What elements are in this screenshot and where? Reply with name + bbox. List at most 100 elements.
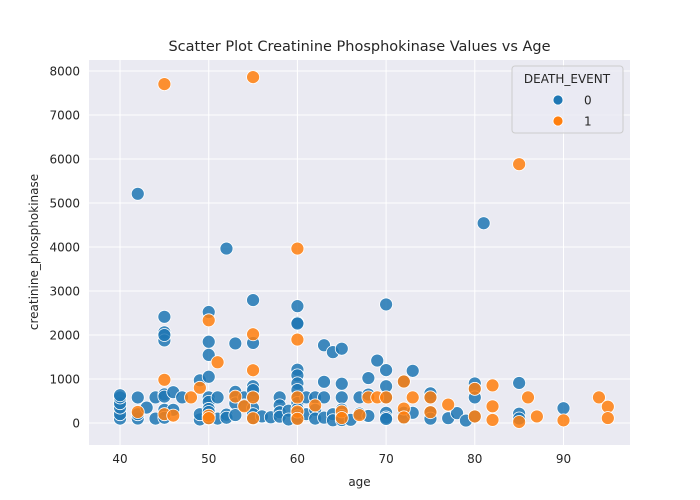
legend-title: DEATH_EVENT [524, 72, 611, 86]
y-tick-label: 0 [72, 417, 80, 431]
x-axis-label: age [348, 475, 370, 489]
chart-title: Scatter Plot Creatinine Phosphokinase Va… [168, 39, 550, 55]
data-point-0 [130, 186, 145, 201]
data-point-1 [405, 390, 420, 405]
data-point-0 [476, 216, 491, 231]
y-axis-label: creatinine_phosphokinase [27, 174, 41, 330]
x-tick-label: 70 [378, 452, 393, 466]
data-point-0 [556, 401, 571, 416]
data-point-1 [592, 390, 606, 405]
data-point-0 [450, 406, 464, 421]
x-tick-label: 80 [467, 452, 482, 466]
data-point-1 [246, 327, 260, 342]
data-point-1 [512, 415, 527, 429]
data-point-1 [423, 405, 438, 420]
y-tick-label: 8000 [49, 65, 80, 79]
y-tick-label: 4000 [49, 241, 80, 255]
legend-label-1: 1 [584, 115, 592, 129]
data-point-0 [334, 341, 349, 356]
data-point-0 [201, 347, 216, 362]
y-tick-label: 7000 [49, 109, 80, 123]
data-point-0 [379, 412, 394, 426]
data-point-0 [361, 371, 376, 385]
x-tick-label: 60 [290, 452, 305, 466]
legend-box [511, 65, 624, 134]
y-tick-label: 6000 [49, 153, 80, 167]
x-tick-label: 40 [112, 452, 127, 466]
y-tick-label: 1000 [49, 373, 80, 387]
data-point-0 [379, 297, 394, 312]
data-point-1 [379, 390, 394, 405]
data-point-1 [290, 390, 305, 405]
data-point-0 [370, 353, 385, 368]
data-point-1 [308, 398, 323, 413]
data-point-1 [485, 378, 500, 393]
data-point-1 [166, 408, 181, 423]
data-point-1 [201, 313, 216, 328]
data-point-1 [290, 241, 305, 256]
data-point-1 [352, 408, 367, 422]
legend-marker-0 [552, 94, 564, 106]
data-point-1 [334, 411, 349, 425]
data-point-1 [237, 399, 252, 414]
data-point-0 [228, 408, 243, 422]
data-point-1 [529, 409, 544, 424]
data-point-1 [467, 381, 482, 396]
data-point-1 [192, 380, 207, 395]
y-tick-labels: 0 1000 2000 3000 4000 5000 6000 7000 8000 [49, 65, 80, 431]
data-point-1 [228, 389, 243, 404]
legend-label-0: 0 [584, 94, 592, 108]
data-point-1 [441, 397, 456, 412]
x-tick-label: 50 [201, 452, 216, 466]
data-point-0 [405, 363, 420, 378]
data-point-0 [334, 376, 349, 391]
data-point-1 [467, 409, 482, 424]
data-point-1 [396, 374, 411, 389]
data-point-0 [157, 328, 172, 342]
y-tick-label: 2000 [49, 329, 80, 343]
data-point-0 [201, 369, 216, 384]
data-point-0 [334, 390, 349, 405]
data-point-0 [130, 390, 145, 405]
data-point-1 [556, 413, 571, 428]
data-point-1 [246, 70, 260, 85]
x-tick-label: 90 [556, 452, 571, 466]
legend: DEATH_EVENT 0 1 [511, 65, 624, 134]
data-point-0 [246, 293, 260, 307]
y-tick-label: 3000 [49, 285, 80, 299]
data-point-1 [210, 355, 225, 370]
data-point-0 [290, 316, 305, 331]
data-point-1 [290, 332, 305, 347]
data-point-0 [210, 390, 225, 405]
data-point-1 [600, 411, 615, 425]
data-point-1 [521, 390, 535, 405]
x-tick-labels: 40 50 60 70 80 90 [112, 452, 571, 466]
y-tick-label: 5000 [49, 197, 80, 211]
data-point-0 [228, 336, 243, 351]
data-point-0 [317, 390, 331, 405]
data-point-0 [317, 374, 331, 389]
data-point-1 [396, 410, 411, 425]
data-point-1 [246, 411, 260, 426]
data-point-1 [246, 363, 260, 378]
data-point-1 [485, 399, 500, 414]
data-point-1 [290, 411, 305, 426]
data-point-1 [485, 413, 500, 427]
points-layer [113, 70, 615, 429]
data-point-1 [184, 390, 198, 405]
legend-marker-1 [552, 115, 564, 127]
data-point-1 [157, 372, 172, 387]
data-point-0 [157, 309, 172, 324]
data-point-1 [246, 390, 260, 405]
data-point-1 [157, 77, 172, 92]
data-point-0 [512, 376, 527, 390]
data-point-0 [290, 299, 305, 314]
data-point-0 [379, 363, 394, 378]
data-point-0 [201, 334, 216, 349]
data-point-0 [219, 241, 234, 256]
data-point-1 [201, 411, 216, 426]
data-point-0 [113, 388, 127, 403]
data-point-1 [423, 390, 438, 405]
data-point-1 [130, 405, 145, 419]
